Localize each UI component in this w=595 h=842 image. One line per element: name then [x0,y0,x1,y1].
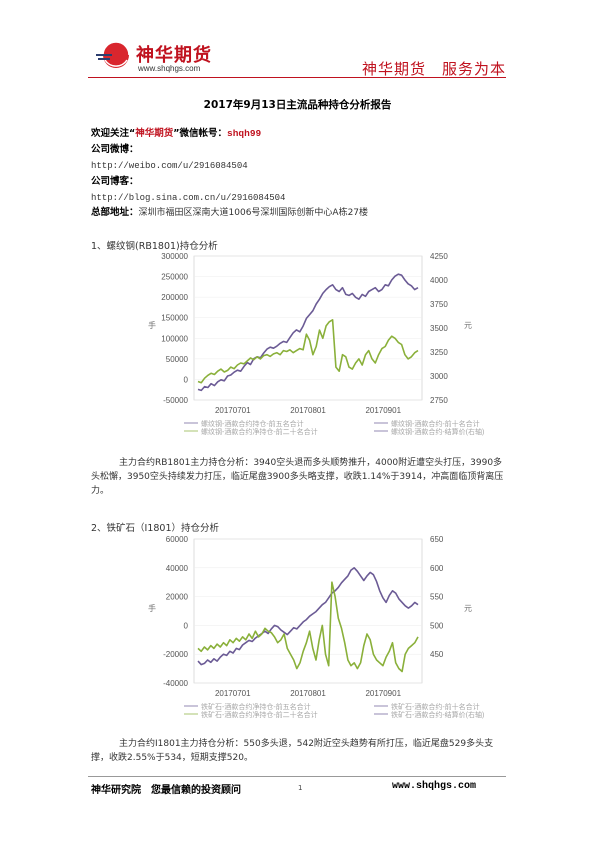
header-divider [88,77,506,78]
footer-tagline: 神华研究院 您最信赖的投资顾问 [91,785,241,796]
x-tick-label: 20170901 [365,406,401,415]
y-tick-label-left: 100000 [161,334,188,343]
y-tick-label-left: 250000 [161,273,188,282]
chart-rb1801: 300000 250000 200000 150000 100000 50000 0 -500… [148,252,484,436]
legend-label: 铁矿石-酒款合约净持仓-前二十名合计 [201,710,318,719]
y-tick-label-left: 300000 [161,252,188,261]
x-tick-label: 20170701 [215,689,251,698]
y-tick-label-left: 0 [184,621,189,630]
weibo-label: 公司微博： [91,144,139,155]
y-tick-label-right: 500 [430,621,444,630]
y-tick-label-right: 4000 [430,276,448,285]
follow-brand: 神华期货 [135,128,174,139]
follow-mid: ”微信帐号： [173,128,228,139]
y-tick-label-left: -50000 [163,396,188,405]
y-tick-label-left: 60000 [166,535,189,544]
y-tick-label-left: 200000 [161,293,188,302]
series-line [197,566,419,666]
chart-i1801: 60000 40000 20000 0 -20000 -40000 650 600 550 500… [148,535,484,719]
x-tick-label: 20170901 [365,689,401,698]
y-axis-label-right: 元 [464,321,472,330]
section-paragraph-rb: 主力合约RB1801主力持仓分析：3940空头退而多头顺势推升，4000附近遭空… [91,458,504,496]
y-tick-label-right: 3000 [430,372,448,381]
header-slogan: 神华期货 服务为本 [362,60,507,78]
y-axis-label-left: 手 [148,603,156,613]
y-tick-label-left: 150000 [161,314,188,323]
address-text: 深圳市福田区深南大道1006号深圳国际创新中心A栋27楼 [138,208,369,218]
y-tick-label-right: 2750 [430,396,448,405]
y-tick-label-right: 4250 [430,252,448,261]
y-tick-label-right: 550 [430,593,444,602]
address-label: 总部地址： [91,207,139,218]
logo-url: www.shqhgs.com [138,64,201,73]
wechat-id: shqh99 [227,128,262,139]
legend-label: 螺纹钢-酒款合约持仓-前五名合计 [201,419,304,428]
y-tick-label-right: 650 [430,535,444,544]
follow-line: 欢迎关注“神华期货”微信帐号：shqh99 [91,127,261,141]
y-tick-label-right: 3500 [430,324,448,333]
y-tick-label-left: 20000 [166,593,189,602]
blog-label: 公司博客： [91,176,139,187]
blog-link[interactable]: http://blog.sina.com.cn/u/2916084504 [91,193,286,203]
section-paragraph-i: 主力合约I1801主力持仓分析：550多头退，542附近空头趋势有所打压，临近尾… [91,739,494,763]
x-tick-label: 20170801 [290,689,326,698]
weibo-link[interactable]: http://weibo.com/u/2916084504 [91,161,248,171]
legend-label: 铁矿石-酒款合约净持仓-前五名合计 [201,702,311,711]
x-tick-label: 20170701 [215,406,251,415]
page-title: 2017年9月13日主流品种持仓分析报告 [203,99,392,111]
y-tick-label-left: 40000 [166,564,189,573]
x-tick-label: 20170801 [290,406,326,415]
legend-label: 铁矿石-酒款合约-前十名合计 [391,702,480,711]
y-tick-label-right: 600 [430,564,444,573]
y-tick-label-left: 0 [184,375,189,384]
legend-label: 螺纹钢-酒款合约净持仓-前二十名合计 [201,427,318,436]
legend-label: 螺纹钢-酒款合约-结算价(右轴) [391,427,484,436]
y-tick-label-left: 50000 [166,355,189,364]
section-heading-i: 2、铁矿石（I1801）持仓分析 [91,523,220,534]
plot-area [193,255,423,401]
series-line [197,273,419,392]
page-number: 1 [298,784,303,792]
legend-label: 螺纹钢-酒款合约-前十名合计 [391,419,480,428]
y-tick-label-right: 3750 [430,300,448,309]
logo-text: 神华期货 [136,45,212,66]
plot-area [193,538,423,684]
series-line [197,319,419,384]
footer-url: www.shqhgs.com [392,781,477,792]
logo-globe-icon [96,41,130,68]
y-axis-label-left: 手 [148,320,156,330]
y-tick-label-left: -20000 [163,650,188,659]
y-axis-label-right: 元 [464,604,472,613]
y-tick-label-right: 3250 [430,348,448,357]
y-tick-label-right: 450 [430,650,444,659]
legend-label: 铁矿石-酒款合约-结算价(右轴) [391,710,484,719]
address-line: 总部地址：深圳市福田区深南大道1006号深圳国际创新中心A栋27楼 [91,206,368,220]
footer-divider [88,776,506,777]
follow-prefix: 欢迎关注“ [91,128,136,139]
series-line [197,581,419,673]
y-tick-label-left: -40000 [163,679,188,688]
section-heading-rb: 1、螺纹钢(RB1801)持仓分析 [91,241,218,252]
